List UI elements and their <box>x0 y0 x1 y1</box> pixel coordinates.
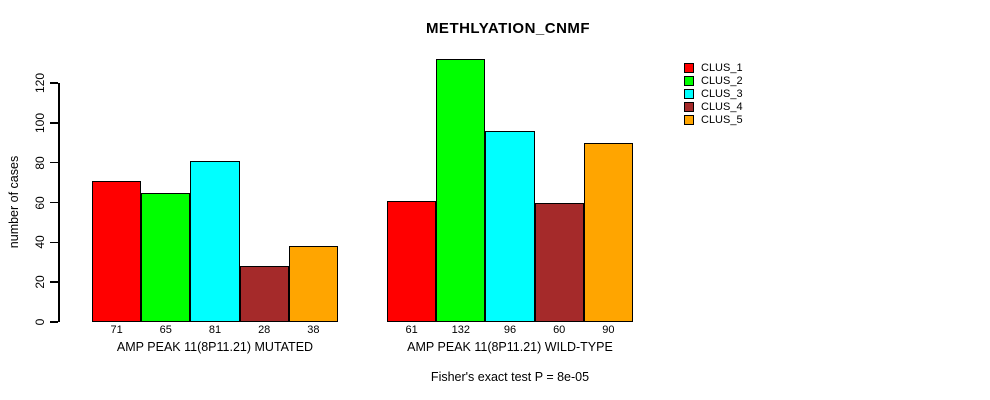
legend-label: CLUS_3 <box>701 87 743 100</box>
y-tick-mark <box>50 161 58 164</box>
y-tick-label: 20 <box>33 275 47 289</box>
y-tick-mark <box>50 201 58 204</box>
group-label-wild-type: AMP PEAK 11(8P11.21) WILD-TYPE <box>407 340 613 354</box>
bar-clus_3-group2 <box>485 130 535 322</box>
bar-clus_2-group2 <box>436 59 486 322</box>
bar-value-label: 65 <box>159 324 172 336</box>
bar-clus_5-group2 <box>583 142 633 322</box>
legend-swatch-icon <box>684 102 694 113</box>
legend-label: CLUS_5 <box>701 114 743 127</box>
y-tick-mark <box>50 281 58 283</box>
legend-swatch-icon <box>684 62 694 73</box>
y-tick-label: 60 <box>33 195 47 210</box>
legend-item-clus_5: CLUS_5 <box>684 114 743 127</box>
bar-clus_5-group1 <box>288 246 338 322</box>
bar-value-label: 60 <box>553 324 566 336</box>
legend-swatch-icon <box>684 88 694 99</box>
bar-clus_2-group1 <box>141 192 191 322</box>
bar-clus_1-group2 <box>387 200 437 322</box>
bar-clus_4-group2 <box>534 202 584 322</box>
bar-value-label: 38 <box>307 324 320 336</box>
bar-value-label: 81 <box>208 324 222 336</box>
legend-item-clus_2: CLUS_2 <box>684 74 743 87</box>
y-tick-label: 120 <box>33 72 47 94</box>
bar-value-label: 90 <box>602 324 615 336</box>
y-axis-label: number of cases <box>7 155 21 249</box>
bar-clus_3-group1 <box>190 160 240 322</box>
legend-label: CLUS_1 <box>701 61 743 74</box>
y-tick-mark <box>50 321 58 323</box>
y-tick-label: 100 <box>33 112 47 133</box>
y-tick-label: 80 <box>33 155 47 170</box>
y-tick-label: 0 <box>33 318 47 326</box>
bar-value-label: 96 <box>503 324 517 336</box>
bar-value-label: 132 <box>451 324 470 336</box>
legend-swatch-icon <box>684 115 694 126</box>
y-tick-mark <box>50 241 58 244</box>
legend-item-clus_4: CLUS_4 <box>684 101 743 114</box>
chart-title: METHLYATION_CNMF <box>425 20 591 37</box>
legend: CLUS_1 CLUS_2 CLUS_3 CLUS_4 CLUS_5 <box>684 61 743 127</box>
legend-item-clus_1: CLUS_1 <box>684 61 743 74</box>
group-label-mutated: AMP PEAK 11(8P11.21) MUTATED <box>116 340 314 354</box>
fisher-test-note: Fisher's exact test P = 8e-05 <box>430 370 590 384</box>
bar-value-label: 28 <box>258 324 271 336</box>
legend-item-clus_3: CLUS_3 <box>684 87 743 100</box>
bar-clus_4-group1 <box>239 266 289 322</box>
y-tick-mark <box>50 82 58 84</box>
legend-swatch-icon <box>684 75 694 86</box>
bar-clus_1-group1 <box>92 180 142 322</box>
bar-value-label: 71 <box>110 324 123 336</box>
bar-value-label: 61 <box>405 324 418 336</box>
y-tick-mark <box>50 122 58 124</box>
legend-label: CLUS_4 <box>701 101 743 114</box>
y-axis-line <box>58 83 60 322</box>
legend-label: CLUS_2 <box>701 74 743 87</box>
y-tick-label: 40 <box>33 235 47 250</box>
